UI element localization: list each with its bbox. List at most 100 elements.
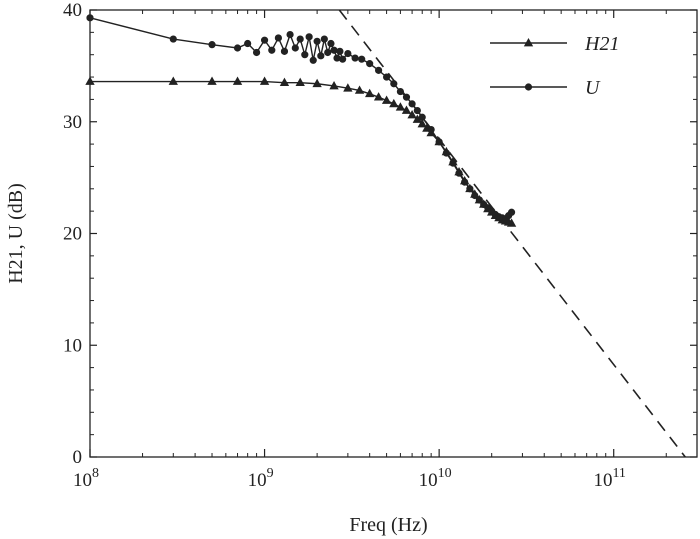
data-point-h21 xyxy=(312,78,322,88)
x-tick-label: 1011 xyxy=(593,466,625,491)
data-point-u xyxy=(351,54,359,62)
data-point-u xyxy=(320,35,328,43)
data-point-h21 xyxy=(395,102,406,111)
data-point-u xyxy=(233,44,242,52)
data-point-h21 xyxy=(259,76,270,85)
data-point-u xyxy=(252,48,261,57)
data-point-u xyxy=(366,60,374,68)
legend-label: U xyxy=(585,77,601,99)
legend-marker-circle xyxy=(524,83,533,91)
axes xyxy=(89,9,698,458)
data-point-u xyxy=(442,149,450,157)
data-point-h21 xyxy=(329,80,339,90)
data-point-u xyxy=(301,51,309,59)
data-point-h21 xyxy=(279,77,290,86)
data-point-u xyxy=(449,159,457,167)
x-tick-base: 10 xyxy=(419,470,438,491)
x-tick-label: 1010 xyxy=(419,466,452,491)
data-point-u xyxy=(327,39,335,48)
x-tick-base: 10 xyxy=(248,470,267,491)
legend-marker-triangle xyxy=(523,37,534,47)
data-point-u xyxy=(260,36,269,44)
data-point-u xyxy=(86,14,94,22)
data-point-u xyxy=(169,35,177,43)
data-point-u xyxy=(268,46,276,54)
plot-frame xyxy=(89,9,698,458)
x-tick-exponent: 9 xyxy=(267,466,274,481)
data-point-u xyxy=(336,47,344,55)
series-h21 xyxy=(85,76,517,227)
data-point-u xyxy=(344,49,352,58)
x-tick-exponent: 8 xyxy=(92,466,99,481)
data-point-h21 xyxy=(354,85,365,94)
y-tick-label: 40 xyxy=(63,0,82,21)
data-point-u xyxy=(313,37,321,45)
data-point-u xyxy=(418,113,426,121)
data-point-u xyxy=(274,34,282,42)
data-point-h21 xyxy=(343,83,353,92)
data-point-h21 xyxy=(506,218,517,227)
data-point-u xyxy=(408,100,416,108)
data-point-u xyxy=(296,35,304,43)
data-point-u xyxy=(390,80,398,88)
legend-item: U xyxy=(490,77,601,99)
legend: H21 U xyxy=(490,33,619,99)
data-point-u xyxy=(455,169,463,177)
data-point-h21 xyxy=(364,88,375,98)
data-point-u xyxy=(317,52,325,60)
data-point-u xyxy=(291,44,299,52)
data-point-u xyxy=(382,73,391,81)
x-tick-exponent: 10 xyxy=(438,466,452,481)
data-point-u xyxy=(461,178,469,186)
plot-data xyxy=(85,10,686,457)
x-tick-label: 109 xyxy=(248,466,274,491)
legend-label: H21 xyxy=(584,33,619,55)
y-tick-label: 20 xyxy=(63,224,82,245)
y-tick-label: 30 xyxy=(63,112,82,133)
data-point-u xyxy=(507,208,516,216)
x-tick-label: 108 xyxy=(73,466,99,491)
data-point-u xyxy=(339,55,347,63)
data-point-h21 xyxy=(401,105,412,114)
series-u xyxy=(86,14,516,223)
data-point-u xyxy=(305,33,313,41)
y-axis-title: H21, U (dB) xyxy=(5,183,27,284)
data-point-u xyxy=(413,106,421,115)
data-point-u xyxy=(427,125,435,134)
data-point-u xyxy=(435,138,443,146)
series-line-u xyxy=(89,17,513,220)
data-point-h21 xyxy=(373,92,384,101)
data-point-h21 xyxy=(85,76,95,85)
data-point-u xyxy=(330,46,338,54)
data-point-u xyxy=(208,41,216,49)
data-point-h21 xyxy=(295,77,305,86)
data-point-u xyxy=(358,55,366,63)
legend-item: H21 xyxy=(490,33,619,55)
data-point-h21 xyxy=(389,98,399,108)
data-point-u xyxy=(309,56,317,64)
data-point-h21 xyxy=(232,76,243,85)
x-tick-base: 10 xyxy=(73,470,92,491)
data-point-u xyxy=(280,47,289,55)
data-point-u xyxy=(402,93,411,101)
data-point-u xyxy=(396,87,405,96)
data-point-u xyxy=(375,66,383,74)
data-point-h21 xyxy=(417,118,427,128)
data-point-u xyxy=(471,191,479,200)
data-point-u xyxy=(286,30,294,39)
data-point-u xyxy=(466,185,474,193)
x-tick-exponent: 11 xyxy=(612,466,625,481)
data-point-h21 xyxy=(407,110,417,119)
data-point-h21 xyxy=(381,95,392,104)
data-point-h21 xyxy=(207,76,217,85)
y-tick-label: 0 xyxy=(73,447,83,468)
data-point-u xyxy=(324,48,332,57)
y-tick-label: 10 xyxy=(63,335,82,356)
x-axis-title: Freq (Hz) xyxy=(349,514,427,536)
data-point-h21 xyxy=(168,76,178,85)
x-tick-base: 10 xyxy=(593,470,612,491)
data-point-u xyxy=(475,196,483,204)
